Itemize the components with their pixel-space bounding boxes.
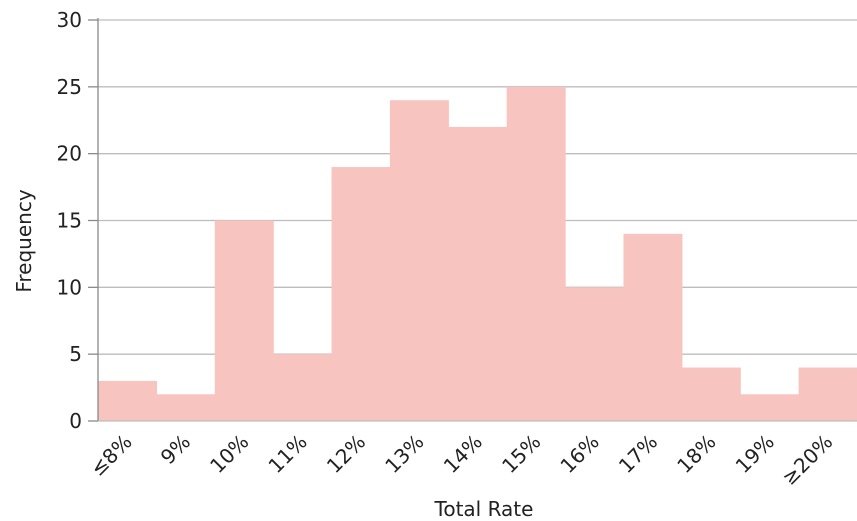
bars xyxy=(98,86,857,421)
x-tick-label: 10% xyxy=(205,430,253,478)
bar xyxy=(681,367,741,421)
x-tick-label: 19% xyxy=(731,430,779,478)
bar xyxy=(156,394,216,421)
bar xyxy=(565,287,625,421)
x-tick-label: 15% xyxy=(497,430,545,478)
x-tick-label: 9% xyxy=(156,430,195,469)
bar xyxy=(389,100,449,421)
y-tick-label: 0 xyxy=(69,409,82,433)
x-tick-label: 11% xyxy=(263,430,311,478)
y-axis-title: Frequency xyxy=(12,189,36,292)
y-tick-label: 25 xyxy=(57,75,82,99)
y-tick-label: 5 xyxy=(69,342,82,366)
bar xyxy=(214,220,274,421)
y-tick-label: 30 xyxy=(57,8,82,32)
x-tick-label: 14% xyxy=(439,430,487,478)
y-tick-labels: 0 5 10 15 20 25 30 xyxy=(57,8,82,433)
x-tick-label: 17% xyxy=(614,430,662,478)
bar xyxy=(273,354,333,421)
bar xyxy=(448,126,508,421)
bar xyxy=(798,367,857,421)
x-tick-label: 12% xyxy=(322,430,370,478)
y-tick-label: 10 xyxy=(57,275,82,299)
x-tick-label: 13% xyxy=(380,430,428,478)
x-tick-labels: ≤8% 9% 10% 11% 12% 13% 14% 15% 16% 17% 18% 19%≥20% xyxy=(85,430,837,490)
axes xyxy=(88,18,857,422)
x-axis-title: Total Rate xyxy=(434,497,534,521)
x-tick-label: ≥20% xyxy=(777,430,837,490)
bar xyxy=(98,380,157,421)
bar xyxy=(506,86,566,421)
x-tick-label: 16% xyxy=(555,430,603,478)
bar xyxy=(331,167,391,421)
x-tick-label: ≤8% xyxy=(85,430,136,481)
bar xyxy=(740,394,800,421)
y-tick-label: 20 xyxy=(57,142,82,166)
bar xyxy=(623,233,683,421)
y-tick-label: 15 xyxy=(57,209,82,233)
x-tick-label: 18% xyxy=(672,430,720,478)
